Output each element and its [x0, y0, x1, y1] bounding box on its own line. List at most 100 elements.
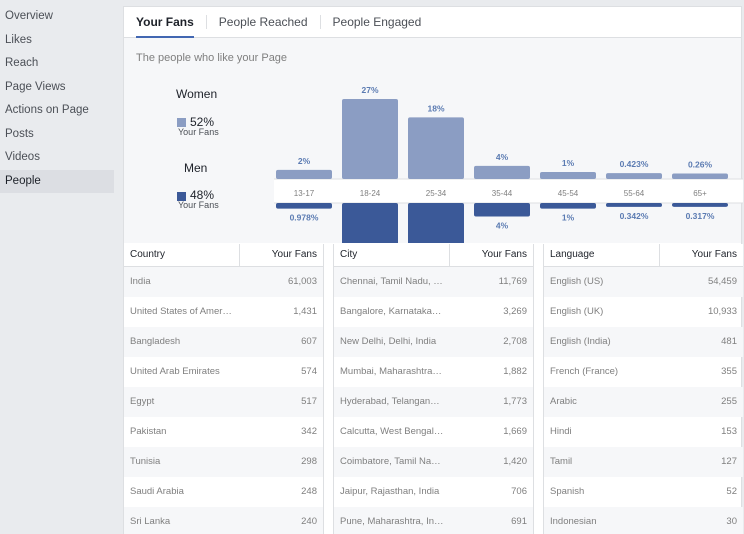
age-label-65+: 65+	[693, 189, 707, 198]
women-bar-25-34	[408, 117, 464, 179]
age-label-45-54: 45-54	[558, 189, 579, 198]
language-fans-column-header[interactable]: Your Fans	[691, 249, 737, 260]
legend-women-label: Women	[176, 87, 218, 101]
table-cell-name: Coimbatore, Tamil Nadu, India	[340, 456, 450, 467]
table-cell-value: 240	[301, 516, 317, 527]
table-cell-value: 342	[301, 426, 317, 437]
women-bar-label-35-44: 4%	[496, 152, 509, 162]
legend-men-label: Men	[184, 161, 208, 175]
sidebar-item-posts[interactable]: Posts	[5, 127, 34, 140]
table-separator	[323, 244, 334, 534]
country-table: Country Your Fans India 61,003 United Stat…	[124, 244, 323, 534]
table-cell-name: French (France)	[550, 366, 619, 377]
women-bar-65+	[672, 173, 728, 179]
table-cell-value: 1,773	[503, 396, 527, 407]
language-table-body: English (US) 54,459 English (UK) 10,933 Engl…	[544, 267, 743, 534]
table-cell-value: 2,708	[503, 336, 527, 347]
insights-sidebar: Overview Likes Reach Page Views Actions …	[0, 0, 114, 534]
table-separator	[533, 244, 544, 534]
women-bar-label-55-64: 0.423%	[620, 159, 649, 169]
men-bar-25-34	[408, 203, 464, 243]
table-row: Jaipur, Rajasthan, India 706	[334, 477, 533, 507]
age-label-55-64: 55-64	[624, 189, 645, 198]
table-cell-name: Hindi	[550, 426, 572, 437]
legend-men-sub: Your Fans	[178, 200, 219, 210]
table-cell-name: Bangladesh	[130, 336, 181, 347]
table-cell-value: 1,669	[503, 426, 527, 437]
table-cell-name: Hyderabad, Telangana, India	[340, 396, 450, 407]
table-cell-value: 255	[721, 396, 737, 407]
table-row: Saudi Arabia 248	[124, 477, 323, 507]
table-cell-value: 30	[726, 516, 737, 527]
table-cell-name: Calcutta, West Bengal, India	[340, 426, 450, 437]
city-column-header[interactable]: City	[334, 244, 450, 266]
age-axis-band	[274, 179, 743, 203]
age-label-18-24: 18-24	[360, 189, 381, 198]
women-bar-13-17	[276, 169, 332, 179]
sidebar-item-likes[interactable]: Likes	[5, 33, 32, 46]
women-bar-label-13-17: 2%	[298, 156, 311, 166]
table-row: Hindi 153	[544, 417, 743, 447]
table-cell-name: United States of America	[130, 306, 235, 317]
table-row: Bangalore, Karnataka, India 3,269	[334, 297, 533, 327]
table-cell-value: 355	[721, 366, 737, 377]
age-gender-bar-chart: 2%0.978%13-1727%22%18-2418%20%25-344%4%3…	[274, 85, 743, 243]
country-table-header: Country Your Fans	[124, 244, 323, 267]
table-cell-value: 248	[301, 486, 317, 497]
age-gender-chart-section: The people who like your Page Women 52% …	[124, 38, 743, 243]
table-cell-name: Tunisia	[130, 456, 161, 467]
table-cell-value: 1,431	[293, 306, 317, 317]
legend-men-swatch	[177, 192, 186, 201]
legend-women-sub: Your Fans	[178, 127, 219, 137]
table-cell-name: Jaipur, Rajasthan, India	[340, 486, 440, 497]
men-bar-label-55-64: 0.342%	[620, 211, 649, 221]
table-cell-name: Mumbai, Maharashtra, India	[340, 366, 450, 377]
tab-your-fans[interactable]: Your Fans	[136, 15, 206, 38]
table-cell-name: English (UK)	[550, 306, 604, 317]
table-cell-value: 481	[721, 336, 737, 347]
women-bar-55-64	[606, 173, 662, 179]
men-bar-45-54	[540, 203, 596, 209]
language-column-header[interactable]: Language	[544, 244, 660, 266]
city-table-header: City Your Fans	[334, 244, 533, 267]
country-column-header[interactable]: Country	[124, 244, 240, 266]
table-row: Indonesian 30	[544, 507, 743, 534]
men-bar-label-65+: 0.317%	[686, 211, 715, 221]
sidebar-item-page-views[interactable]: Page Views	[5, 80, 66, 93]
women-bar-45-54	[540, 171, 596, 179]
table-row: New Delhi, Delhi, India 2,708	[334, 327, 533, 357]
table-cell-name: English (US)	[550, 276, 604, 287]
sidebar-item-reach[interactable]: Reach	[5, 57, 39, 69]
table-cell-value: 706	[511, 486, 527, 497]
men-bar-label-35-44: 4%	[496, 221, 509, 231]
audience-tabs: Your Fans People Reached People Engaged	[124, 7, 741, 38]
table-row: India 61,003	[124, 267, 323, 297]
city-fans-column-header[interactable]: Your Fans	[481, 249, 527, 260]
sidebar-item-overview[interactable]: Overview	[5, 10, 53, 22]
table-cell-value: 1,882	[503, 366, 527, 377]
sidebar-item-videos[interactable]: Videos	[5, 151, 40, 163]
men-bar-18-24	[342, 203, 398, 243]
table-row: English (India) 481	[544, 327, 743, 357]
tab-people-reached[interactable]: People Reached	[205, 15, 320, 29]
table-row: English (US) 54,459	[544, 267, 743, 297]
sidebar-item-actions-on-page[interactable]: Actions on Page	[5, 104, 89, 116]
sidebar-item-people[interactable]: People	[0, 169, 114, 193]
country-fans-column-header[interactable]: Your Fans	[271, 249, 317, 260]
table-cell-name: Sri Lanka	[130, 516, 171, 527]
table-cell-name: Indonesian	[550, 516, 597, 527]
table-cell-value: 574	[301, 366, 317, 377]
tab-people-engaged[interactable]: People Engaged	[319, 15, 434, 29]
city-table: City Your Fans Chennai, Tamil Nadu, Indi…	[334, 244, 533, 534]
table-cell-name: New Delhi, Delhi, India	[340, 336, 437, 347]
table-row: Pune, Maharashtra, India 691	[334, 507, 533, 534]
table-cell-value: 11,769	[498, 276, 527, 287]
table-row: Mumbai, Maharashtra, India 1,882	[334, 357, 533, 387]
women-bar-label-18-24: 27%	[361, 85, 378, 95]
age-label-35-44: 35-44	[492, 189, 513, 198]
table-row: Sri Lanka 240	[124, 507, 323, 534]
legend-women-swatch	[177, 118, 186, 127]
fans-tables: Country Your Fans India 61,003 United Stat…	[124, 244, 743, 534]
table-row: Hyderabad, Telangana, India 1,773	[334, 387, 533, 417]
table-row: French (France) 355	[544, 357, 743, 387]
